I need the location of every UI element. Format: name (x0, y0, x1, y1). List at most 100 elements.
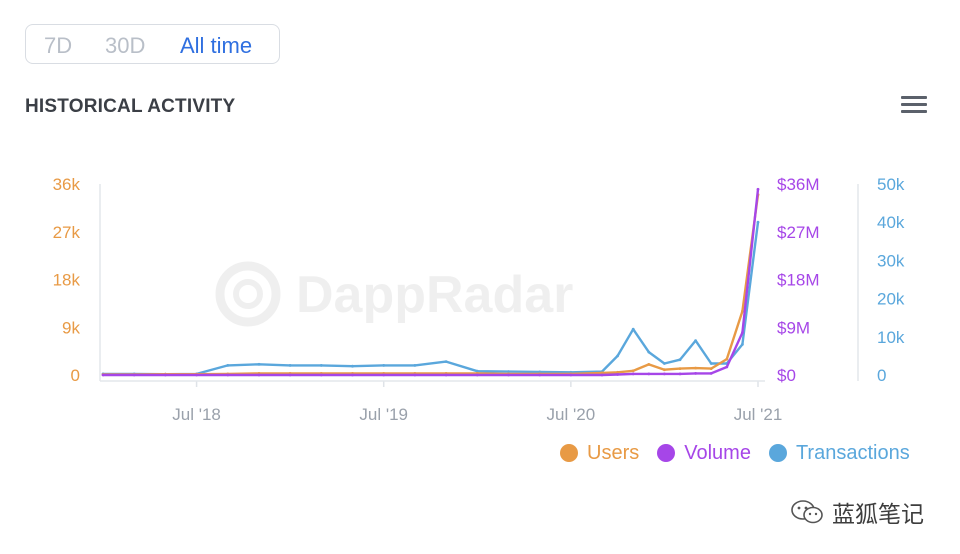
legend-transactions-dot (768, 444, 787, 462)
users-tick-label: 18k (53, 271, 81, 290)
transactions-tick-label: 0 (877, 366, 886, 385)
volume-point (226, 373, 230, 377)
users-point (694, 366, 697, 370)
transactions-axis: 0 10k 20k 30k 40k 50k (877, 175, 905, 385)
volume-point (616, 373, 619, 376)
users-axis: 0 9k 18k 27k 36k (53, 175, 81, 385)
legend-volume-label: Volume (684, 441, 751, 464)
x-tick-label: Jul '21 (734, 405, 783, 424)
volume-point (663, 372, 666, 376)
dappradar-watermark: DappRadar (215, 261, 573, 327)
volume-tick-label: $18M (777, 271, 820, 290)
transactions-point (631, 327, 635, 331)
chart-legend: Users Volume Transactions (560, 440, 928, 466)
transactions-tick-label: 10k (877, 328, 905, 347)
users-tick-label: 36k (53, 175, 81, 194)
users-point (678, 367, 682, 370)
volume-axis: $0 $9M $18M $27M $36M (777, 175, 820, 385)
volume-point (709, 372, 713, 375)
transactions-point (288, 364, 292, 367)
volume-point (257, 373, 261, 377)
volume-point (164, 373, 167, 377)
volume-point (475, 373, 479, 377)
users-tick-label: 0 (71, 366, 80, 385)
transactions-point (507, 370, 510, 373)
chart-title: HISTORICAL ACTIVITY (25, 96, 236, 117)
volume-tick-label: $0 (777, 366, 796, 385)
transactions-point (444, 360, 448, 363)
transactions-tick-label: 50k (877, 175, 905, 194)
footer-watermark-text: 蓝狐笔记 (832, 502, 924, 528)
x-tick-label: Jul '18 (172, 405, 221, 424)
volume-point (694, 372, 697, 375)
x-tick-label: Jul '20 (547, 405, 596, 424)
volume-point (631, 372, 635, 376)
legend-volume[interactable]: Volume (657, 442, 751, 465)
transactions-point (257, 362, 261, 366)
transactions-tick-label: 20k (877, 290, 905, 309)
volume-point (756, 187, 760, 191)
volume-point (351, 373, 354, 377)
transactions-tick-label: 40k (877, 213, 905, 232)
transactions-point (538, 370, 542, 374)
transactions-point (709, 362, 713, 365)
hamburger-line (901, 110, 927, 113)
volume-point (741, 331, 744, 334)
transactions-point (647, 350, 651, 354)
hamburger-menu-icon (901, 96, 927, 99)
volume-point (507, 373, 510, 377)
x-axis: Jul '18 Jul '19 Jul '20 Jul '21 (100, 380, 783, 424)
transactions-point (694, 339, 697, 342)
legend-transactions[interactable]: Transactions (768, 441, 910, 465)
range-30d-button[interactable]: 30D (105, 33, 146, 58)
users-point (600, 371, 604, 375)
legend-users-dot (560, 444, 578, 462)
transactions-point (413, 364, 417, 367)
legend-users[interactable]: Users (560, 442, 639, 465)
volume-point (538, 373, 542, 377)
hamburger-line (901, 103, 927, 106)
volume-point (195, 373, 199, 377)
users-tick-label: 27k (53, 223, 81, 242)
watermark-text: DappRadar (296, 266, 573, 324)
volume-point (101, 373, 105, 377)
users-tick-label: 9k (62, 318, 80, 337)
range-all-time-button[interactable]: All time (180, 33, 253, 58)
legend-transactions-label: Transactions (795, 441, 910, 464)
transactions-point (616, 354, 619, 358)
volume-tick-label: $9M (777, 318, 810, 337)
users-point (647, 363, 651, 366)
users-point (725, 357, 729, 361)
transactions-point (319, 364, 323, 367)
volume-point (382, 373, 386, 377)
users-point (741, 309, 744, 313)
volume-point (288, 373, 292, 377)
volume-tick-label: $36M (777, 175, 820, 194)
volume-point (569, 373, 573, 377)
transactions-point (226, 364, 230, 367)
volume-point (725, 365, 729, 369)
volume-point (647, 372, 651, 376)
users-point (631, 369, 635, 373)
footer-watermark: 蓝狐笔记 (790, 497, 924, 528)
volume-tick-label: $27M (777, 223, 820, 242)
transactions-point (475, 369, 479, 373)
volume-point (132, 373, 136, 377)
transactions-point (756, 220, 760, 224)
users-point (709, 367, 713, 370)
transactions-point (678, 358, 682, 362)
volume-point (319, 373, 323, 377)
legend-users-label: Users (587, 441, 640, 464)
transactions-tick-label: 30k (877, 251, 905, 270)
range-7d-button[interactable]: 7D (44, 33, 73, 58)
volume-point (678, 372, 682, 376)
legend-volume-dot (657, 444, 676, 462)
volume-point (413, 373, 417, 377)
series-lines (101, 187, 760, 377)
transactions-point (382, 364, 386, 367)
wechat-icon (791, 500, 823, 524)
users-point (616, 370, 619, 374)
users-point (663, 368, 666, 372)
chart-menu-button[interactable] (899, 94, 929, 116)
